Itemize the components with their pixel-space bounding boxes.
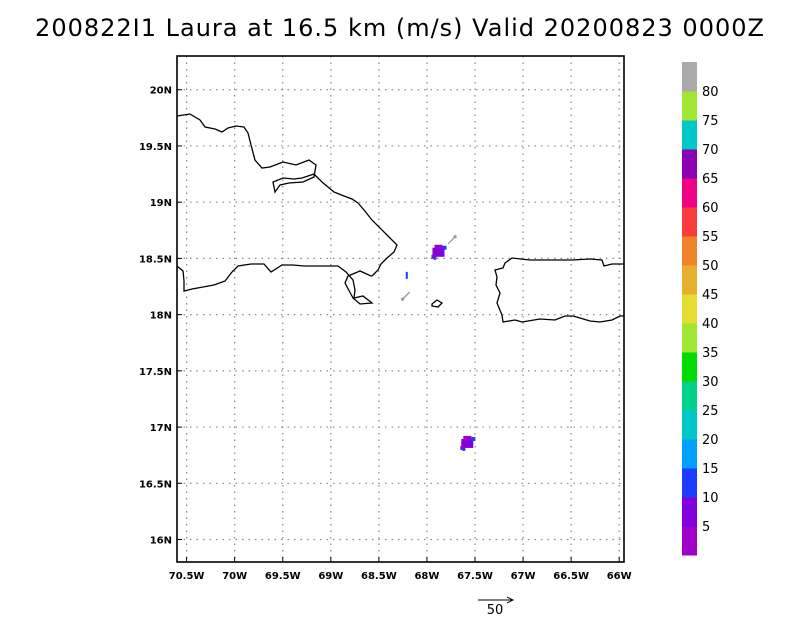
- colorbar-swatch: [682, 265, 697, 295]
- lon-tick-label: 70.5W: [169, 571, 205, 582]
- colorbar-swatch: [682, 468, 697, 498]
- map-frame: [176, 55, 625, 563]
- coastline-mona-island: [431, 299, 444, 308]
- wind-vectors: [401, 235, 457, 301]
- lat-tick-label: 16.5N: [139, 479, 172, 490]
- colorbar-swatch: [682, 410, 697, 440]
- reference-vector: 50: [478, 596, 515, 618]
- lat-tick-label: 19.5N: [139, 142, 172, 153]
- wind-speed-pixel: [405, 271, 408, 279]
- lat-tick-label: 18N: [150, 311, 172, 322]
- colorbar-swatch: [682, 352, 697, 382]
- lat-tick-label: 19N: [150, 198, 172, 209]
- wind-vector: [447, 235, 457, 245]
- colorbar-label: 45: [702, 288, 719, 303]
- colorbar-label: 80: [702, 85, 719, 100]
- lat-tick-label: 17N: [150, 423, 172, 434]
- lat-lon-grid: [177, 56, 624, 562]
- colorbar-label: 35: [702, 346, 719, 361]
- reference-vector-label: 50: [487, 603, 504, 618]
- lon-tick-label: 66.5W: [553, 571, 589, 582]
- colorbar-swatch: [682, 236, 697, 266]
- colorbar-label: 25: [702, 404, 719, 419]
- lon-tick-label: 69.5W: [265, 571, 301, 582]
- colorbar-label: 50: [702, 259, 719, 274]
- wind-speed-shading: [431, 244, 476, 451]
- lat-tick-label: 20N: [150, 86, 172, 97]
- colorbar-label: 5: [702, 520, 710, 535]
- coastline-hispaniola-north: [176, 113, 398, 277]
- colorbar-swatch: [682, 178, 697, 208]
- colorbar-label: 15: [702, 462, 719, 477]
- colorbar: 5 10 15 20 25 30 35 40 45 50 55 60 65 70 75 80: [682, 62, 719, 556]
- colorbar-label: 55: [702, 230, 719, 245]
- lon-tick-label: 66W: [607, 571, 632, 582]
- colorbar-label: 30: [702, 375, 719, 390]
- lon-tick-label: 68W: [414, 571, 439, 582]
- colorbar-swatch: [682, 497, 697, 527]
- patch-south: [460, 435, 476, 451]
- colorbar-label: 10: [702, 491, 719, 506]
- wind-vector: [401, 291, 411, 301]
- coastline-puerto-rico: [494, 257, 624, 323]
- lon-tick-label: 70W: [222, 571, 247, 582]
- colorbar-label: 20: [702, 433, 719, 448]
- colorbar-swatch: [682, 439, 697, 469]
- lat-tick-label: 18.5N: [139, 254, 172, 265]
- colorbar-swatch: [682, 381, 697, 411]
- axis-ticks: 70.5W 70W 69.5W 69W 68.5W 68W 67.5W 67W 66.5W 66W…: [139, 86, 632, 582]
- lon-tick-label: 68.5W: [361, 571, 397, 582]
- colorbar-swatch: [682, 207, 697, 237]
- lon-tick-label: 67.5W: [457, 571, 493, 582]
- coastline: [176, 113, 624, 323]
- coastline-hispaniola-south: [176, 263, 374, 305]
- colorbar-swatch: [682, 91, 697, 121]
- colorbar-swatch: [682, 294, 697, 324]
- patch-north: [431, 244, 447, 260]
- colorbar-label: 75: [702, 114, 719, 129]
- colorbar-label: 70: [702, 143, 719, 158]
- colorbar-label: 40: [702, 317, 719, 332]
- colorbar-swatch: [682, 120, 697, 150]
- lat-tick-label: 16N: [150, 536, 172, 547]
- map-title: 200822I1 Laura at 16.5 km (m/s) Valid 20…: [35, 14, 765, 42]
- lon-tick-label: 67W: [511, 571, 536, 582]
- colorbar-label: 60: [702, 201, 719, 216]
- lon-tick-label: 69W: [318, 571, 343, 582]
- colorbar-swatch: [682, 526, 697, 556]
- colorbar-swatch: [682, 323, 697, 353]
- colorbar-label: 65: [702, 172, 719, 187]
- colorbar-swatch: [682, 149, 697, 179]
- lat-tick-label: 17.5N: [139, 367, 172, 378]
- colorbar-swatch: [682, 62, 697, 92]
